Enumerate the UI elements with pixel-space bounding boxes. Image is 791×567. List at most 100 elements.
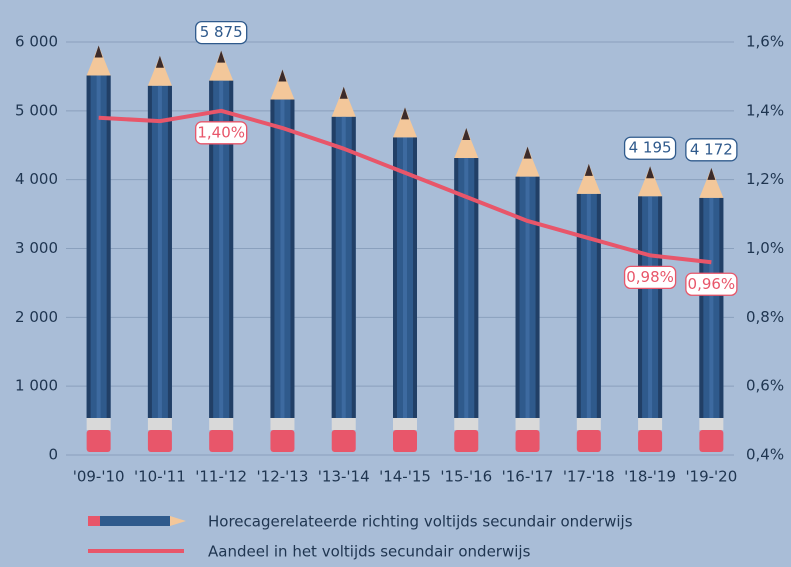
pencil-stripe xyxy=(209,80,214,419)
line-value-label: 0,96% xyxy=(685,272,738,296)
y2-tick-label: 1,2% xyxy=(746,170,784,188)
label-box xyxy=(195,121,248,145)
y2-tick-label: 0,8% xyxy=(746,308,784,326)
pencil-ferrule xyxy=(638,418,663,430)
pencil-stripe xyxy=(147,85,152,419)
pencil-stripe xyxy=(96,75,101,419)
label-box xyxy=(623,136,677,160)
y-tick-label: 6 000 xyxy=(15,33,58,51)
y2-tick-label: 0,4% xyxy=(746,446,784,464)
pencil-stripe xyxy=(229,80,234,419)
pencil-stripe xyxy=(596,193,601,418)
pencil-stripe xyxy=(464,158,469,418)
pencil-tip xyxy=(209,50,234,81)
pencil-ferrule xyxy=(270,418,295,430)
pencil-stripe xyxy=(658,196,663,418)
pencil-stripe xyxy=(525,176,530,418)
pencil-stripe xyxy=(393,137,397,418)
y-tick-label: 4 000 xyxy=(15,170,58,188)
legend-label: Aandeel in het voltijds secundair onderw… xyxy=(208,543,531,561)
x-tick-label: '17-'18 xyxy=(563,468,615,486)
pencil-stripe xyxy=(638,196,643,418)
y-tick-label: 5 000 xyxy=(15,101,58,119)
line xyxy=(98,108,712,265)
x-tick-label: '19-'20 xyxy=(685,468,737,486)
pencil-lead xyxy=(278,69,287,82)
x-tick-label: '12-'13 xyxy=(257,468,309,486)
pencil-ferrule xyxy=(86,418,111,430)
pencil-stripe xyxy=(474,158,479,418)
pencil xyxy=(576,163,601,452)
bar-value-label: 4 172 xyxy=(685,138,738,162)
pencil-stripe xyxy=(535,176,540,418)
bar-value-label: 4 195 xyxy=(623,136,677,160)
pencil-lead xyxy=(707,167,716,180)
pencil-lead xyxy=(462,128,471,141)
x-tick-label: '14-'15 xyxy=(379,468,431,486)
pencil-stripe xyxy=(413,137,417,418)
pencil-stripe xyxy=(648,196,653,418)
x-tick-label: '15-'16 xyxy=(440,468,492,486)
label-box xyxy=(623,265,677,290)
pencil-stripe xyxy=(719,197,724,418)
pencil-eraser xyxy=(454,430,479,452)
pencil-stripe xyxy=(709,197,714,418)
pencil xyxy=(515,146,540,452)
pencil-stripe xyxy=(341,116,346,418)
y-tick-label: 1 000 xyxy=(15,377,58,395)
pencil-stripe xyxy=(331,116,336,418)
x-tick-label: '18-'19 xyxy=(624,468,676,486)
pencil xyxy=(393,107,417,452)
pencil-tip xyxy=(147,55,172,86)
pencil-stripe xyxy=(515,176,520,418)
legend-pencil-tip xyxy=(170,516,186,526)
pencil-ferrule xyxy=(147,418,172,430)
data-label: 5 875 xyxy=(200,23,243,41)
legend-pencil-body xyxy=(100,516,170,526)
legend: Horecagerelateerde richting voltijds sec… xyxy=(88,513,633,561)
pencil-tip xyxy=(86,45,111,76)
pencil-tip xyxy=(699,167,724,198)
pencil-tip xyxy=(331,86,356,117)
pencil-stripe xyxy=(576,193,581,418)
pencil xyxy=(147,55,172,452)
pencil xyxy=(270,69,295,452)
y-tick-label: 0 xyxy=(48,446,58,464)
pencil-lead xyxy=(646,166,655,179)
y2-tick-label: 1,4% xyxy=(746,101,784,119)
pencil-stripe xyxy=(167,85,172,419)
y-tick-label: 3 000 xyxy=(15,239,58,257)
pencil-lead xyxy=(523,146,532,159)
pencil-ferrule xyxy=(454,418,479,430)
pencil-stripe xyxy=(219,80,224,419)
y2-tick-label: 1,6% xyxy=(746,33,784,51)
pencil-ferrule xyxy=(209,418,234,430)
pencil-lead xyxy=(584,163,593,176)
x-tick-label: '16-'17 xyxy=(502,468,554,486)
label-box xyxy=(685,272,738,296)
pencil-lead xyxy=(217,50,226,63)
pencil-stripe xyxy=(280,99,285,419)
data-label: 4 195 xyxy=(629,139,672,157)
pencil-ferrule xyxy=(331,418,356,430)
pencil-tip xyxy=(454,128,479,159)
pencil-ferrule xyxy=(515,418,540,430)
pencil-lead xyxy=(94,45,103,58)
pencil xyxy=(454,128,479,452)
pencil xyxy=(86,45,111,452)
pencil-stripe xyxy=(586,193,591,418)
line-value-label: 1,40% xyxy=(195,121,248,145)
y2-tick-label: 0,6% xyxy=(746,377,784,395)
pencil-stripe xyxy=(157,85,162,419)
label-box xyxy=(195,20,248,45)
pencil xyxy=(699,167,724,452)
pencil-stripe xyxy=(454,158,459,418)
pencil-eraser xyxy=(638,430,663,452)
pencil-lead xyxy=(401,107,409,120)
pencil-lead xyxy=(155,55,164,68)
pencil-eraser xyxy=(331,430,356,452)
data-label: 4 172 xyxy=(690,140,733,158)
pencil-stripe xyxy=(106,75,111,419)
pencil-stripe xyxy=(270,99,275,419)
